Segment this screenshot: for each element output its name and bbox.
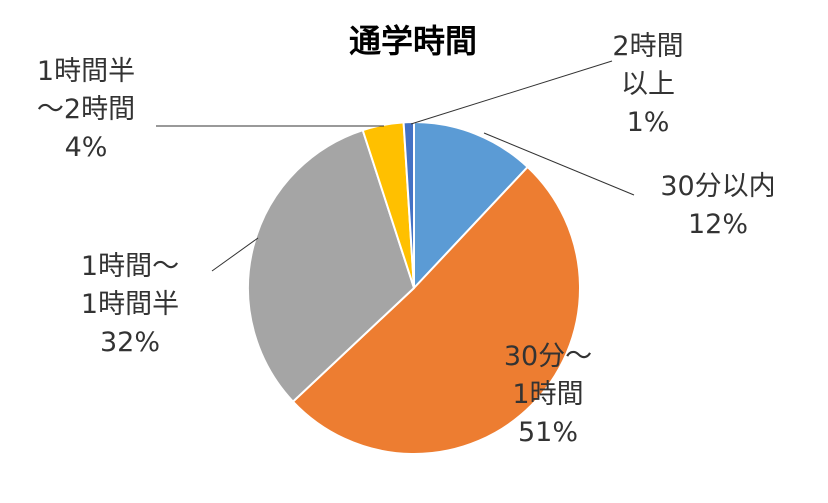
slice-label-line: ～2時間 bbox=[37, 94, 135, 125]
slice-label: 1時間～ 1時間半 32% bbox=[81, 251, 179, 358]
pie-slice bbox=[291, 165, 581, 455]
slice-label: 30分～ 1時間 51% bbox=[504, 341, 592, 448]
pie-slice bbox=[402, 120, 415, 289]
slice-label-line: 1% bbox=[627, 107, 670, 138]
slice-label-line: 1時間～ bbox=[81, 251, 179, 282]
slice-label-line: 12% bbox=[688, 209, 748, 240]
slice-label-line: 1時間半 bbox=[81, 289, 179, 320]
slice-label-line: 4% bbox=[65, 132, 108, 163]
slice-labels: 30分以内 12% 30分～ 1時間 51% 1時間～ 1時間半 32% 1時間半 ～2時間 4% 2… bbox=[37, 31, 776, 448]
pie-slice bbox=[413, 120, 530, 291]
chart-title: 通学時間 bbox=[349, 22, 477, 60]
pie-slice bbox=[247, 128, 416, 404]
slice-label-line: 1時間半 bbox=[37, 56, 135, 87]
slice-label-line: 以上 bbox=[621, 69, 675, 100]
slice-label: 2時間以上 1% bbox=[612, 31, 683, 138]
leader-line bbox=[410, 60, 613, 125]
slice-label: 30分以内 12% bbox=[660, 171, 775, 240]
slice-label-line: 30分以内 bbox=[660, 171, 775, 202]
leader-line bbox=[483, 132, 635, 196]
slice-label-line: 1時間 bbox=[512, 379, 583, 410]
pie-slices bbox=[247, 120, 581, 455]
slice-label: 1時間半 ～2時間 4% bbox=[37, 56, 135, 163]
slice-label-line: 2時間 bbox=[612, 31, 683, 62]
leader-line bbox=[211, 237, 259, 272]
slice-label-line: 51% bbox=[518, 417, 578, 448]
slice-label-line: 30分～ bbox=[504, 341, 592, 372]
slice-label-line: 32% bbox=[100, 327, 160, 358]
leader-lines bbox=[156, 60, 635, 272]
